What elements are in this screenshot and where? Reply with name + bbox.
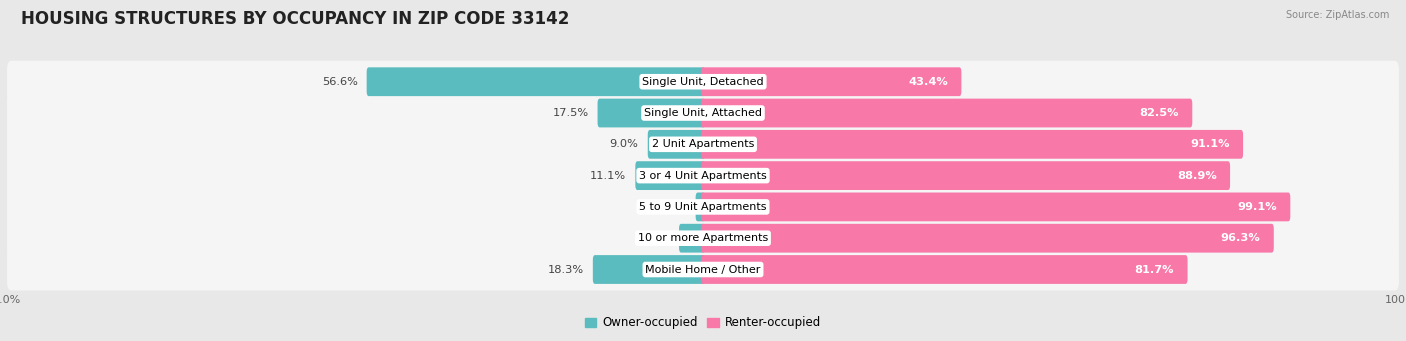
Text: 10 or more Apartments: 10 or more Apartments — [638, 233, 768, 243]
FancyBboxPatch shape — [702, 193, 1291, 221]
FancyBboxPatch shape — [702, 99, 1192, 128]
Text: 3 or 4 Unit Apartments: 3 or 4 Unit Apartments — [640, 170, 766, 181]
FancyBboxPatch shape — [7, 155, 1399, 196]
Text: 43.4%: 43.4% — [908, 77, 948, 87]
Text: 2 Unit Apartments: 2 Unit Apartments — [652, 139, 754, 149]
Legend: Owner-occupied, Renter-occupied: Owner-occupied, Renter-occupied — [579, 312, 827, 334]
FancyBboxPatch shape — [7, 217, 1399, 259]
FancyBboxPatch shape — [7, 249, 1399, 291]
FancyBboxPatch shape — [702, 161, 1230, 190]
FancyBboxPatch shape — [593, 255, 706, 284]
FancyBboxPatch shape — [636, 161, 706, 190]
Text: 9.0%: 9.0% — [610, 139, 638, 149]
Text: 96.3%: 96.3% — [1220, 233, 1260, 243]
FancyBboxPatch shape — [702, 255, 1188, 284]
FancyBboxPatch shape — [648, 130, 706, 159]
FancyBboxPatch shape — [696, 193, 706, 221]
Text: 82.5%: 82.5% — [1139, 108, 1180, 118]
FancyBboxPatch shape — [702, 67, 962, 96]
Text: 99.1%: 99.1% — [1237, 202, 1277, 212]
Text: 11.1%: 11.1% — [591, 170, 626, 181]
Text: Mobile Home / Other: Mobile Home / Other — [645, 265, 761, 275]
FancyBboxPatch shape — [367, 67, 706, 96]
FancyBboxPatch shape — [598, 99, 706, 128]
Text: 56.6%: 56.6% — [322, 77, 357, 87]
Text: Single Unit, Attached: Single Unit, Attached — [644, 108, 762, 118]
Text: Source: ZipAtlas.com: Source: ZipAtlas.com — [1285, 10, 1389, 20]
Text: 3.7%: 3.7% — [641, 233, 669, 243]
Text: 91.1%: 91.1% — [1191, 139, 1230, 149]
FancyBboxPatch shape — [7, 186, 1399, 228]
Text: Single Unit, Detached: Single Unit, Detached — [643, 77, 763, 87]
FancyBboxPatch shape — [702, 224, 1274, 253]
FancyBboxPatch shape — [7, 92, 1399, 134]
FancyBboxPatch shape — [7, 61, 1399, 103]
Text: 5 to 9 Unit Apartments: 5 to 9 Unit Apartments — [640, 202, 766, 212]
Text: HOUSING STRUCTURES BY OCCUPANCY IN ZIP CODE 33142: HOUSING STRUCTURES BY OCCUPANCY IN ZIP C… — [21, 10, 569, 28]
Text: 18.3%: 18.3% — [547, 265, 583, 275]
Text: 88.9%: 88.9% — [1177, 170, 1216, 181]
FancyBboxPatch shape — [679, 224, 706, 253]
Text: 17.5%: 17.5% — [553, 108, 589, 118]
Text: 81.7%: 81.7% — [1135, 265, 1174, 275]
FancyBboxPatch shape — [7, 123, 1399, 165]
FancyBboxPatch shape — [702, 130, 1243, 159]
Text: 0.89%: 0.89% — [651, 202, 686, 212]
